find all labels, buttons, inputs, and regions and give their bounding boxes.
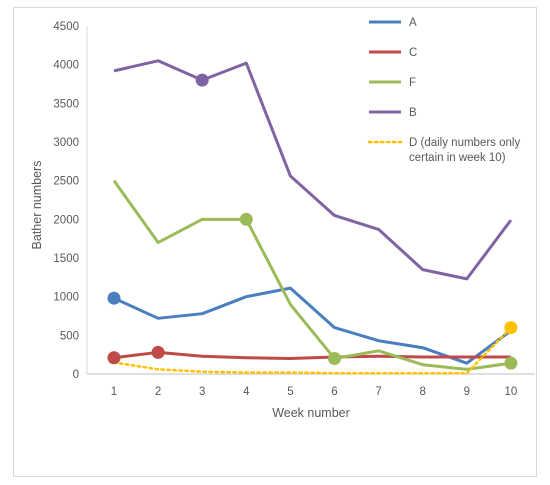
x-tick-label: 1	[111, 386, 117, 398]
x-tick-label: 4	[243, 386, 250, 398]
y-tick-label: 500	[60, 330, 79, 342]
line-chart: 0 500 1000 1500 2000 2500 3000 3500 4000 4500 1 2 3…	[30, 17, 535, 420]
x-tick-label: 8	[419, 386, 425, 398]
series-line-5	[112, 326, 513, 375]
series-line-1	[113, 286, 512, 365]
legend-label: B	[409, 107, 417, 119]
series-lines	[112, 59, 513, 375]
x-tick-label: 7	[375, 386, 381, 398]
y-tick-label: 1000	[53, 292, 79, 304]
series-markers	[107, 73, 518, 370]
y-tick-label: 4500	[53, 21, 79, 33]
x-axis-label: Week number	[272, 406, 350, 420]
chart-frame: 0 500 1000 1500 2000 2500 3000 3500 4000 4500 1 2 3…	[13, 7, 537, 477]
y-tick-labels: 0 500 1000 1500 2000 2500 3000 3500 4000 4500	[53, 21, 79, 381]
y-tick-label: 1500	[53, 253, 79, 265]
y-axis-label: Bather numbers	[30, 161, 44, 250]
x-tick-labels: 1 2 3 4 5 6 7 8 9 10	[111, 386, 518, 398]
series-line-2	[113, 350, 511, 361]
data-point-marker	[239, 212, 253, 226]
y-tick-label: 2000	[53, 214, 79, 226]
data-point-marker	[328, 352, 341, 366]
x-tick-label: 5	[287, 386, 293, 398]
series-line-4	[113, 59, 513, 281]
x-tick-label: 6	[331, 386, 337, 398]
x-tick-label: 10	[505, 386, 518, 398]
x-tick-label: 2	[155, 386, 161, 398]
data-point-marker	[107, 291, 121, 305]
y-tick-label: 3000	[53, 137, 79, 149]
legend-label: D (daily numbers only certain in week 10)	[409, 137, 520, 164]
y-tick-label: 4000	[53, 60, 79, 72]
x-tick-label: 9	[464, 386, 470, 398]
data-point-marker	[151, 345, 165, 359]
data-point-marker	[107, 351, 121, 365]
axes	[86, 26, 535, 375]
data-point-marker	[195, 73, 209, 87]
legend-label: A	[409, 17, 417, 29]
data-point-marker	[504, 321, 518, 335]
series-line-3	[112, 179, 512, 371]
legend-label: C	[409, 47, 417, 59]
y-tick-label: 3500	[53, 98, 79, 110]
y-tick-label: 0	[73, 369, 79, 381]
legend-label: F	[409, 77, 416, 89]
y-tick-label: 2500	[53, 176, 79, 188]
legend: A C F B D (daily numbers only certain in week…	[367, 17, 520, 164]
x-tick-label: 3	[199, 386, 205, 398]
data-point-marker	[504, 356, 518, 370]
